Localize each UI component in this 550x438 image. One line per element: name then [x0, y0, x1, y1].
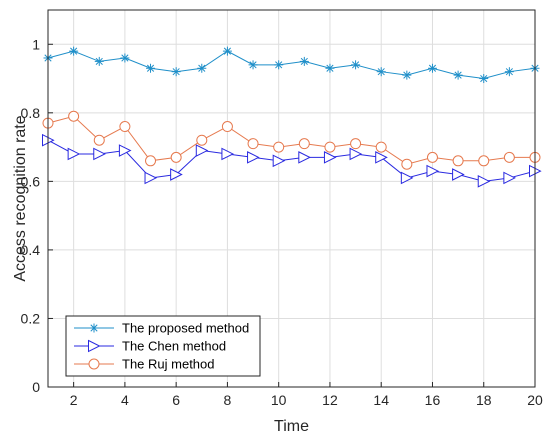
data-point — [171, 67, 181, 77]
data-point — [427, 63, 437, 73]
data-point — [68, 110, 80, 122]
legend-entry: The proposed method — [74, 321, 249, 336]
data-point — [325, 63, 335, 73]
plot-frame — [47, 9, 536, 388]
data-point — [402, 70, 412, 80]
data-point — [298, 138, 310, 150]
data-point — [273, 141, 285, 153]
legend-marker — [88, 339, 101, 353]
data-point — [94, 56, 104, 66]
data-point — [170, 151, 182, 163]
x-tick-label: 16 — [425, 392, 441, 408]
data-point — [197, 63, 207, 73]
x-tick-label: 6 — [172, 392, 180, 408]
data-point — [503, 151, 515, 163]
data-point — [351, 60, 361, 70]
data-point — [477, 175, 491, 188]
data-point — [93, 147, 106, 161]
legend-marker — [89, 323, 99, 333]
x-tick-label: 4 — [121, 392, 129, 408]
data-point — [170, 168, 183, 181]
series-1 — [43, 46, 540, 84]
data-point — [503, 171, 516, 185]
data-point — [247, 151, 260, 164]
x-tick-label: 8 — [224, 392, 232, 408]
data-point — [323, 151, 337, 164]
x-tick-label: 12 — [322, 392, 338, 408]
y-tick-label: 0.8 — [21, 105, 41, 121]
data-point — [146, 63, 156, 73]
data-point — [248, 60, 258, 70]
series-2 — [42, 133, 542, 188]
data-point — [120, 53, 130, 63]
legend-label: The Ruj method — [122, 357, 215, 372]
data-point — [504, 67, 514, 77]
data-point — [69, 46, 79, 56]
y-tick-label: 0.4 — [21, 242, 41, 258]
data-point — [247, 138, 259, 150]
y-tick-label: 0 — [32, 379, 40, 395]
data-point — [349, 147, 363, 161]
data-point — [452, 168, 465, 181]
data-point — [272, 154, 286, 168]
x-tick-label: 20 — [527, 392, 543, 408]
x-axis-title: Time — [274, 418, 309, 435]
data-point — [144, 171, 158, 185]
data-point — [196, 134, 208, 146]
data-point — [119, 121, 131, 133]
data-point — [222, 46, 232, 56]
data-point — [299, 56, 309, 66]
data-point — [401, 158, 413, 170]
legend-label: The Chen method — [122, 339, 226, 354]
legend: The proposed method The Chen method The Ru… — [65, 315, 261, 377]
data-point — [274, 60, 284, 70]
data-point — [145, 155, 157, 167]
y-axis-title: Access recognition rate — [12, 115, 29, 281]
legend-entry: The Ruj method — [74, 357, 215, 372]
y-tick-label: 1 — [32, 36, 40, 52]
data-point — [479, 74, 489, 84]
data-point — [118, 144, 132, 157]
x-tick-label: 14 — [373, 392, 389, 408]
data-point — [93, 134, 105, 146]
data-point — [478, 155, 490, 167]
legend-label: The proposed method — [122, 321, 249, 336]
data-point — [400, 171, 414, 185]
x-tick-label: 10 — [271, 392, 287, 408]
legend-marker — [88, 358, 100, 370]
data-point — [375, 141, 387, 153]
x-tick-label: 18 — [476, 392, 492, 408]
y-tick-label: 0.2 — [21, 310, 41, 326]
data-point — [453, 70, 463, 80]
series-layer — [42, 46, 542, 188]
data-point — [195, 144, 209, 157]
data-point — [426, 164, 440, 178]
x-tick-label: 2 — [70, 392, 78, 408]
series-line — [47, 50, 536, 80]
data-point — [350, 138, 362, 150]
data-point — [298, 151, 311, 164]
data-point — [324, 141, 336, 153]
y-tick-label: 0.6 — [21, 173, 41, 189]
legend-entry: The Chen method — [74, 339, 226, 354]
data-point — [376, 67, 386, 77]
axis-ticks: 2 4 6 8 10 12 14 16 18 20 0 0.2 0.4 0.6 0.8 1 — [21, 36, 543, 408]
data-point — [375, 151, 388, 164]
data-point — [221, 147, 235, 161]
data-point — [221, 121, 233, 133]
data-point — [67, 147, 81, 161]
data-point — [426, 151, 438, 163]
data-point — [452, 155, 464, 167]
